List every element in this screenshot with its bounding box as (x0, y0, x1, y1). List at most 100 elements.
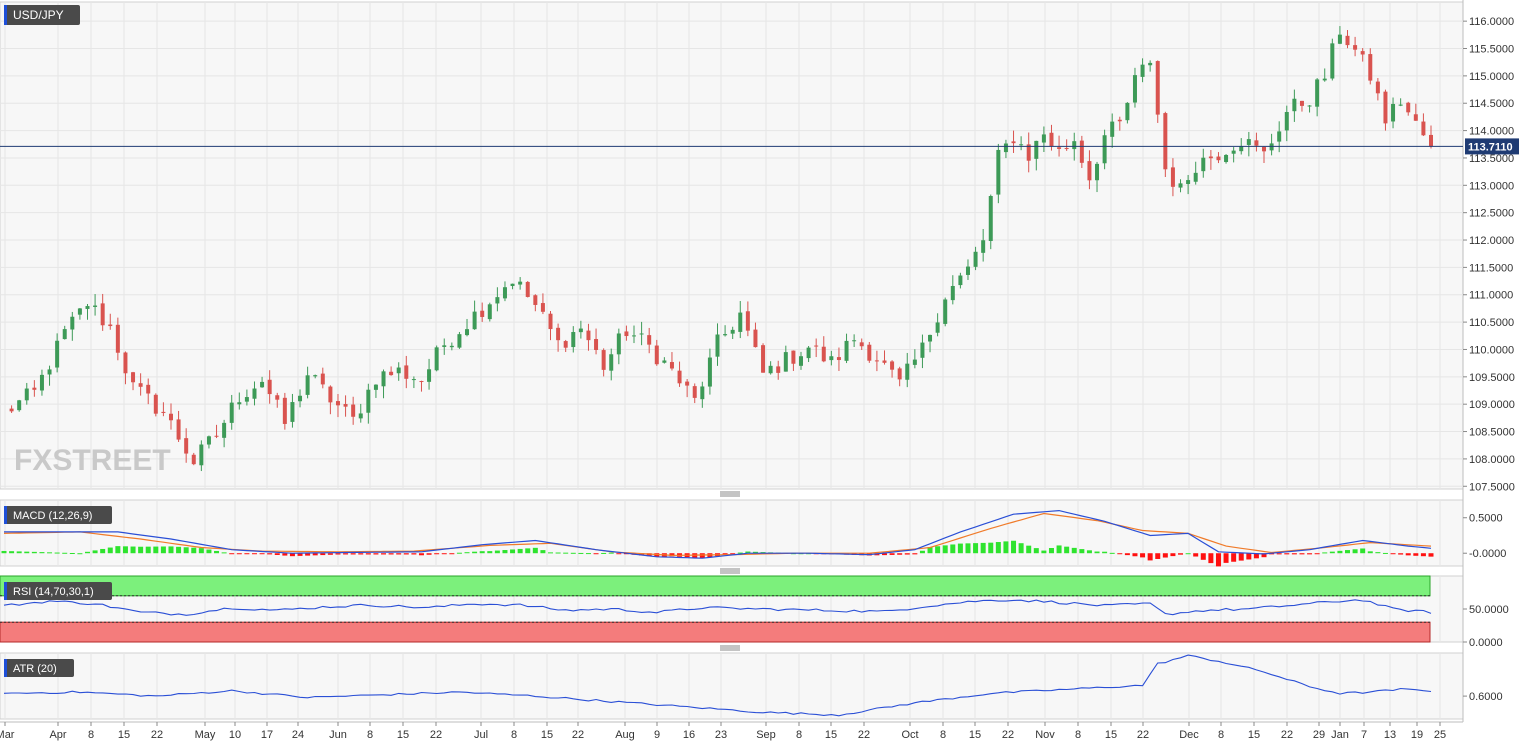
candle-body (753, 329, 758, 348)
macd-histogram-bar (274, 553, 280, 555)
candle-body (874, 360, 879, 362)
candle-body (168, 413, 173, 421)
macd-histogram-bar (563, 552, 569, 554)
macd-histogram-bar (479, 551, 485, 554)
candle-body (798, 356, 803, 366)
symbol-badge-accent (4, 5, 7, 25)
candle-body (93, 305, 98, 307)
macd-histogram-bar (555, 552, 561, 554)
atr-label-badge[interactable] (4, 659, 74, 677)
macd-histogram-bar (1011, 540, 1017, 554)
macd-histogram-bar (1261, 553, 1267, 558)
candle-body (950, 285, 955, 301)
symbol-badge[interactable] (4, 5, 80, 25)
macd-histogram-bar (365, 553, 371, 555)
candle-body (39, 374, 44, 391)
macd-histogram-bar (472, 551, 478, 554)
macd-histogram-bar (1352, 549, 1358, 554)
y-tick-label: 112.0000 (1469, 235, 1514, 247)
candle-body (1110, 121, 1115, 137)
macd-histogram-bar (608, 552, 614, 554)
macd-label-badge[interactable] (4, 506, 112, 524)
atr-label: ATR (20) (13, 663, 57, 675)
candle-body (191, 454, 196, 465)
rsi-label-badge[interactable] (4, 582, 112, 600)
macd-histogram-bar (62, 552, 68, 554)
x-tick-label: 15 (1248, 729, 1260, 741)
y-tick-label: 109.5000 (1469, 372, 1515, 384)
candle-body (768, 365, 773, 374)
candle-body (389, 371, 394, 376)
macd-histogram-bar (191, 547, 197, 554)
macd-histogram-bar (494, 550, 500, 554)
candle-body (9, 408, 14, 412)
candle-body (100, 303, 105, 326)
x-tick-label: 22 (1002, 729, 1014, 741)
candle-body (229, 402, 234, 423)
rsi-label: RSI (14,70,30,1) (13, 586, 94, 598)
macd-histogram-bar (153, 546, 159, 554)
macd-histogram-bar (1102, 551, 1108, 554)
candle-body (1292, 98, 1297, 112)
macd-histogram-bar (616, 553, 622, 555)
candle-body (920, 342, 925, 358)
candle-body (965, 266, 970, 275)
macd-histogram-bar (1375, 552, 1381, 554)
macd-histogram-bar (904, 553, 910, 555)
candle-body (176, 419, 181, 440)
candle-body (540, 303, 545, 312)
macd-histogram-bar (1056, 545, 1062, 554)
candle-body (1178, 183, 1183, 188)
macd-badge-accent (4, 506, 7, 524)
candle-body (32, 387, 37, 390)
candle-body (586, 330, 591, 341)
macd-histogram-bar (532, 547, 538, 554)
candle-body (1429, 134, 1433, 147)
atr-panel-bg (0, 652, 1464, 720)
candle-body (1277, 131, 1282, 142)
macd-histogram-bar (396, 553, 402, 555)
candle-body (745, 311, 750, 331)
macd-histogram-bar (699, 553, 705, 559)
candle-body (222, 422, 227, 438)
candle-body (685, 381, 690, 386)
macd-histogram-bar (388, 553, 394, 555)
macd-histogram-bar (950, 544, 956, 554)
macd-histogram-bar (122, 546, 128, 554)
chart-panels (0, 0, 1464, 722)
candle-body (578, 328, 583, 333)
x-tick-label: 22 (430, 729, 442, 741)
indicators-layer (0, 509, 1434, 717)
x-tick-label: 8 (88, 729, 94, 741)
candle-body (1026, 144, 1031, 161)
macd-histogram-bar (1322, 552, 1328, 554)
x-tick-label: 15 (541, 729, 553, 741)
macd-histogram-bar (1026, 545, 1032, 554)
x-tick-label: 15 (397, 729, 409, 741)
y-tick-label: 115.0000 (1469, 71, 1514, 83)
candle-body (487, 304, 492, 320)
x-tick-label: May (195, 729, 216, 741)
fxstreet-watermark: FXSTREET (14, 444, 171, 477)
macd-histogram-bar (403, 553, 409, 555)
x-tick-label: 9 (654, 729, 660, 741)
candle-body (1034, 140, 1039, 159)
candle-body (320, 373, 325, 385)
macd-histogram-bar (745, 551, 751, 554)
candle-body (738, 312, 743, 332)
candle-body (654, 345, 659, 365)
rsi-tick-label: 0.0000 (1469, 637, 1503, 649)
macd-histogram-bar (752, 551, 758, 554)
x-tick-label: 22 (1137, 729, 1149, 741)
candle-body (730, 329, 735, 334)
macd-histogram-bar (160, 546, 166, 554)
candle-body (1049, 132, 1054, 147)
candle-body (1224, 154, 1229, 163)
macd-histogram-bar (251, 553, 257, 555)
candle-body (267, 379, 272, 395)
x-tick-label: Sep (756, 729, 776, 741)
macd-histogram-bar (24, 551, 30, 554)
candle-body (958, 275, 963, 286)
